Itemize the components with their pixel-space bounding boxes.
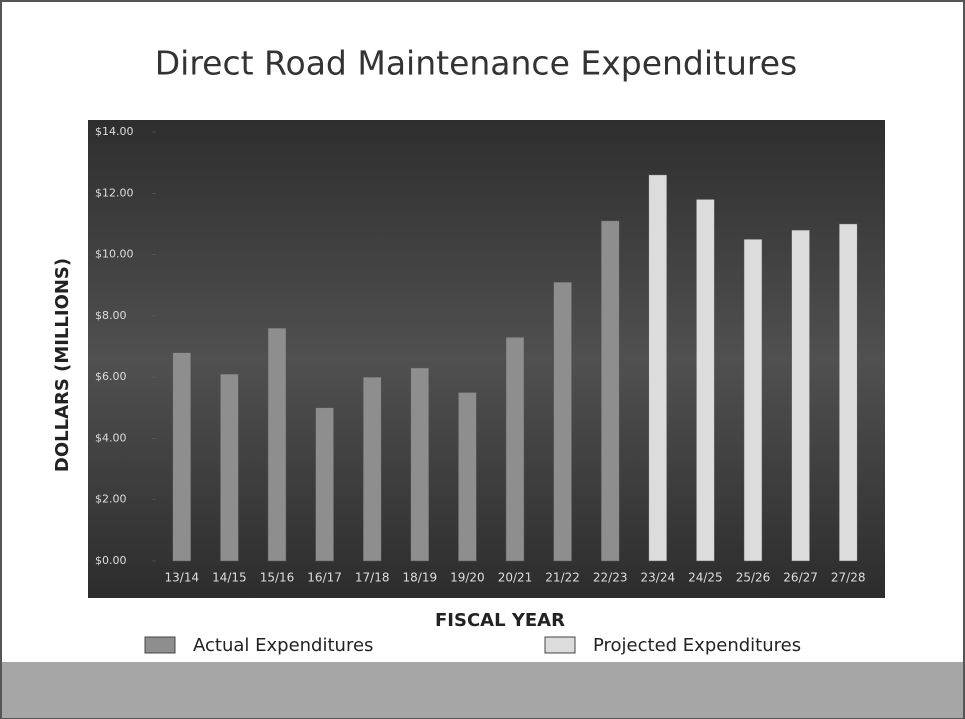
- y-tick-label: $6.00: [95, 370, 127, 383]
- y-tick-label: $10.00: [95, 248, 134, 261]
- x-tick-label: 17/18: [355, 571, 390, 585]
- x-tick-label: 20/21: [498, 571, 533, 585]
- bar: [696, 199, 715, 562]
- legend-label: Actual Expenditures: [193, 635, 373, 656]
- bar: [315, 407, 334, 562]
- x-tick-label: 26/27: [783, 571, 818, 585]
- y-tick-label: $8.00: [95, 309, 127, 322]
- bar: [600, 220, 620, 562]
- x-tick-label: 24/25: [688, 571, 723, 585]
- chart-title: Direct Road Maintenance Expenditures: [155, 44, 797, 83]
- x-tick-label: 19/20: [450, 571, 485, 585]
- y-tick-label: $2.00: [95, 493, 127, 506]
- y-tick-label: $12.00: [95, 186, 134, 199]
- x-tick-label: 15/16: [260, 571, 295, 585]
- bar: [362, 376, 382, 562]
- bar: [743, 239, 763, 562]
- bar: [648, 174, 668, 562]
- y-tick-label: $0.00: [95, 554, 127, 567]
- x-tick-label: 14/15: [212, 571, 247, 585]
- y-tick-label: $14.00: [95, 125, 134, 138]
- plot-area: [88, 120, 885, 598]
- x-tick-label: 21/22: [545, 571, 580, 585]
- x-axis-title: FISCAL YEAR: [435, 610, 565, 631]
- footer-band: [2, 662, 963, 718]
- bar: [220, 373, 239, 562]
- legend-swatch: [544, 636, 576, 654]
- bar: [458, 392, 477, 562]
- x-tick-label: 18/19: [403, 571, 438, 585]
- x-tick-label: 16/17: [307, 571, 342, 585]
- x-tick-label: 22/23: [593, 571, 628, 585]
- bar: [838, 223, 858, 562]
- bar: [410, 367, 430, 562]
- bar: [172, 352, 192, 562]
- legend-swatch: [144, 636, 176, 654]
- legend-label: Projected Expenditures: [593, 635, 801, 656]
- y-tick-label: $4.00: [95, 431, 127, 444]
- bar: [553, 281, 572, 562]
- bar: [505, 337, 525, 562]
- y-axis-title: DOLLARS (MILLIONS): [52, 258, 73, 472]
- bar: [267, 327, 287, 562]
- x-tick-label: 23/24: [641, 571, 676, 585]
- x-tick-label: 27/28: [831, 571, 866, 585]
- x-tick-label: 13/14: [165, 571, 200, 585]
- x-tick-label: 25/26: [736, 571, 771, 585]
- bar: [791, 229, 810, 562]
